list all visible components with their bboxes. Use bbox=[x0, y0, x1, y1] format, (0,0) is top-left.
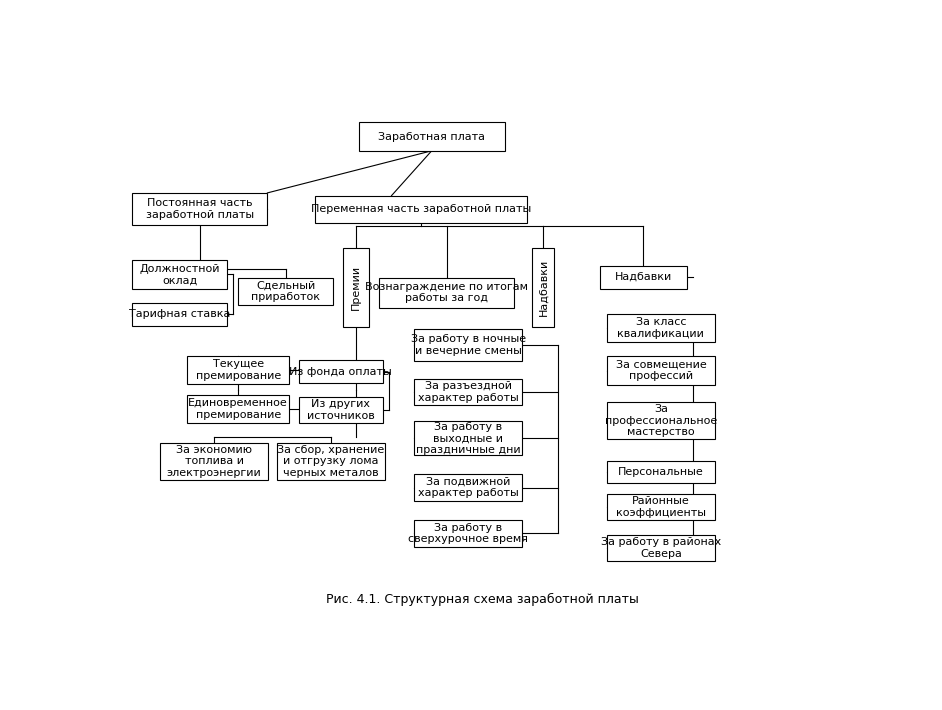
Text: Из других
источников: Из других источников bbox=[307, 399, 375, 421]
FancyBboxPatch shape bbox=[600, 266, 688, 288]
FancyBboxPatch shape bbox=[299, 360, 382, 383]
Text: За работу в районах
Севера: За работу в районах Севера bbox=[601, 537, 721, 559]
FancyBboxPatch shape bbox=[532, 248, 554, 327]
FancyBboxPatch shape bbox=[607, 462, 715, 484]
FancyBboxPatch shape bbox=[414, 422, 522, 455]
FancyBboxPatch shape bbox=[299, 397, 382, 423]
FancyBboxPatch shape bbox=[238, 278, 333, 305]
Text: Тарифная ставка: Тарифная ставка bbox=[129, 310, 231, 320]
Text: За экономию
топлива и
электроэнергии: За экономию топлива и электроэнергии bbox=[167, 444, 262, 478]
FancyBboxPatch shape bbox=[343, 248, 369, 327]
FancyBboxPatch shape bbox=[132, 302, 227, 326]
Text: За сбор, хранение
и отгрузку лома
черных металов: За сбор, хранение и отгрузку лома черных… bbox=[277, 444, 384, 478]
Text: Должностной
оклад: Должностной оклад bbox=[139, 263, 220, 285]
Text: Премии: Премии bbox=[350, 265, 361, 310]
Text: За класс
квалификации: За класс квалификации bbox=[617, 317, 705, 339]
FancyBboxPatch shape bbox=[607, 403, 715, 439]
FancyBboxPatch shape bbox=[132, 193, 268, 224]
Text: За разъездной
характер работы: За разъездной характер работы bbox=[418, 381, 518, 403]
Text: Вознаграждение по итогам
работы за год: Вознаграждение по итогам работы за год bbox=[365, 282, 528, 303]
Text: За
профессиональное
мастерство: За профессиональное мастерство bbox=[605, 404, 717, 437]
FancyBboxPatch shape bbox=[414, 378, 522, 405]
Text: Текущее
премирование: Текущее премирование bbox=[196, 359, 281, 381]
FancyBboxPatch shape bbox=[607, 535, 715, 561]
Text: Заработная плата: Заработная плата bbox=[378, 131, 485, 141]
FancyBboxPatch shape bbox=[160, 443, 268, 480]
FancyBboxPatch shape bbox=[607, 314, 715, 342]
FancyBboxPatch shape bbox=[315, 196, 527, 223]
Text: За работу в
сверхурочное время: За работу в сверхурочное время bbox=[408, 523, 528, 545]
Text: За работу в ночные
и вечерние смены: За работу в ночные и вечерние смены bbox=[411, 334, 526, 356]
Text: Единовременное
премирование: Единовременное премирование bbox=[188, 398, 288, 420]
FancyBboxPatch shape bbox=[607, 356, 715, 385]
FancyBboxPatch shape bbox=[132, 260, 227, 288]
Text: За подвижной
характер работы: За подвижной характер работы bbox=[418, 477, 518, 498]
Text: Рис. 4.1. Структурная схема заработной платы: Рис. 4.1. Структурная схема заработной п… bbox=[326, 593, 640, 606]
FancyBboxPatch shape bbox=[414, 520, 522, 547]
FancyBboxPatch shape bbox=[607, 493, 715, 520]
FancyBboxPatch shape bbox=[187, 356, 289, 384]
Text: Переменная часть заработной платы: Переменная часть заработной платы bbox=[311, 204, 531, 214]
FancyBboxPatch shape bbox=[414, 329, 522, 361]
FancyBboxPatch shape bbox=[187, 395, 289, 423]
Text: Персональные: Персональные bbox=[618, 467, 704, 477]
FancyBboxPatch shape bbox=[414, 474, 522, 501]
Text: Надбавки: Надбавки bbox=[615, 272, 672, 282]
Text: Районные
коэффициенты: Районные коэффициенты bbox=[616, 496, 706, 518]
Text: Из фонда оплаты: Из фонда оплаты bbox=[289, 366, 392, 377]
FancyBboxPatch shape bbox=[359, 122, 505, 151]
FancyBboxPatch shape bbox=[277, 443, 385, 480]
Text: Надбавки: Надбавки bbox=[539, 258, 548, 316]
FancyBboxPatch shape bbox=[379, 278, 514, 307]
Text: За совмещение
профессий: За совмещение профессий bbox=[615, 360, 706, 381]
Text: Сдельный
приработок: Сдельный приработок bbox=[252, 280, 320, 302]
Text: Постоянная часть
заработной платы: Постоянная часть заработной платы bbox=[146, 198, 254, 219]
Text: За работу в
выходные и
праздничные дни: За работу в выходные и праздничные дни bbox=[415, 422, 521, 455]
